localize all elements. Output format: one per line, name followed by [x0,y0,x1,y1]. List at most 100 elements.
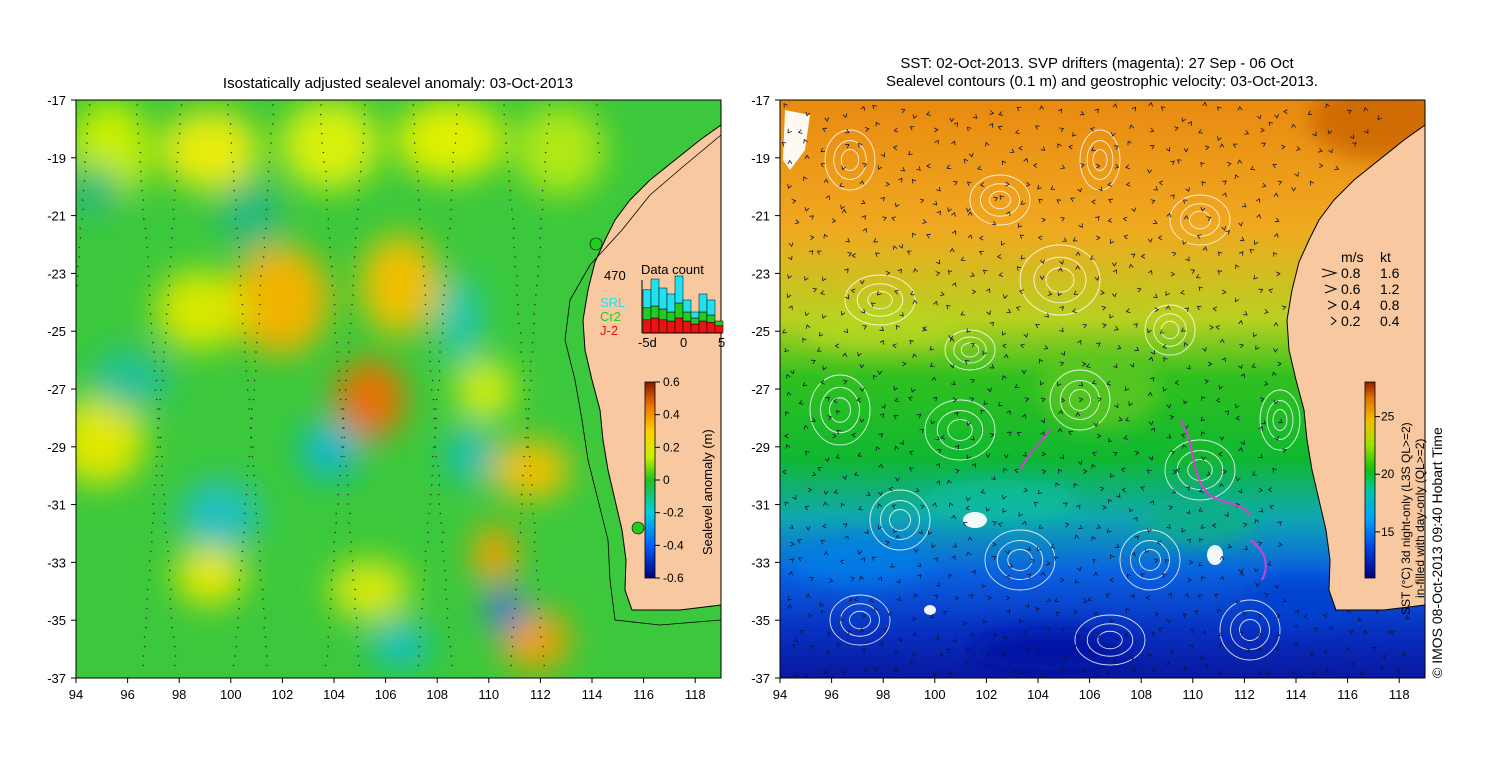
sealevel-contour [1119,529,1181,591]
velocity-arrow [1188,559,1194,565]
track-dot [161,474,164,477]
velocity-arrow [844,143,850,149]
velocity-arrow [965,660,970,665]
velocity-arrow [785,444,791,449]
velocity-arrow [1022,452,1028,457]
sla-x-tick-label: 94 [69,687,83,702]
track-dot [540,617,542,619]
velocity-arrow [1017,223,1023,228]
velocity-arrow [1346,109,1352,115]
velocity-arrow [864,529,869,534]
track-dot [519,531,522,534]
velocity-arrow [786,391,792,397]
track-dot [153,370,156,372]
imos-credit: © IMOS 08-Oct-2013 09:40 Hobart Time [1429,427,1445,678]
velocity-arrow [1149,499,1155,505]
track-dot [428,512,431,515]
velocity-arrow [1166,434,1172,439]
velocity-arrow [1148,356,1154,362]
track-dot [259,303,261,306]
track-dot [541,208,544,211]
velocity-arrow [1151,667,1157,673]
track-dot [440,522,442,524]
track-dot [362,142,364,144]
track-dot [337,493,340,496]
sla-y-tick-label: -25 [47,324,66,339]
velocity-arrow [1249,249,1255,254]
track-dot [421,598,424,600]
velocity-arrow [1278,541,1283,547]
track-dot [535,569,538,572]
velocity-arrow [1268,121,1274,127]
velocity-arrow [912,651,918,656]
velocity-arrow [1113,145,1119,150]
velocity-arrow [893,528,898,534]
velocity-arrow [857,452,863,457]
velocity-arrow [1068,430,1073,436]
velocity-arrow [1035,125,1040,130]
sealevel-contour [849,610,871,630]
track-dot [363,123,366,125]
velocity-arrow [1077,524,1083,529]
track-dot [446,246,448,249]
velocity-arrow [1217,106,1222,111]
velocity-arrow [1166,524,1171,529]
velocity-arrow [1096,433,1102,439]
velocity-arrow [1115,493,1121,498]
velocity-arrow [809,645,815,650]
velocity-arrow [804,154,810,160]
velocity-arrow [1255,345,1260,350]
velocity-arrow [953,180,958,186]
velocity-arrow [1259,397,1265,402]
track-dot [523,379,526,382]
track-dot [356,218,358,220]
velocity-arrow [983,400,988,406]
velocity-arrow [966,126,972,132]
track-dot [519,332,522,334]
velocity-arrow [1272,467,1277,473]
velocity-arrow [968,152,974,158]
velocity-arrow [878,433,884,438]
track-dot [170,617,173,619]
velocity-arrow [960,256,966,261]
sealevel-contour [984,529,1056,591]
velocity-arrow [1201,431,1206,436]
sealevel-contour [829,397,851,423]
track-dot [84,161,86,163]
track-dot [272,104,274,106]
track-dot [538,256,540,258]
track-dot [255,341,258,344]
velocity-arrow [874,252,880,257]
track-dot [167,294,170,296]
velocity-arrow [1006,211,1011,216]
track-dot [327,218,330,220]
velocity-arrow [820,379,825,385]
velocity-arrow [1062,655,1068,660]
velocity-arrow [809,576,814,582]
velocity-arrow [989,433,995,438]
velocity-arrow [1196,305,1202,311]
velocity-arrow [1257,541,1263,547]
sla-x-tick-label: 106 [375,687,397,702]
velocity-arrow [805,593,811,598]
track-dot [529,465,531,467]
velocity-arrow [1002,375,1007,380]
velocity-arrow [1072,308,1077,313]
track-dot [253,474,255,477]
velocity-arrow [931,543,936,549]
velocity-arrow [1251,363,1257,368]
velocity-arrow [935,435,941,441]
velocity-arrow [842,379,848,385]
velocity-arrow [1100,290,1105,295]
track-dot [84,170,87,173]
sealevel-contour [880,500,920,540]
sla-y-tick-label: -23 [47,266,66,281]
track-dot [526,427,529,429]
track-dot [435,417,437,420]
velocity-unit-kt: kt [1380,249,1391,265]
velocity-arrow [951,514,956,520]
velocity-arrow [1198,538,1204,543]
track-dot [252,446,254,448]
sla-axes: 94 96 98 100 102 104 106 108 110 112 114 116 118-17-… [47,93,705,702]
track-dot [537,275,540,277]
